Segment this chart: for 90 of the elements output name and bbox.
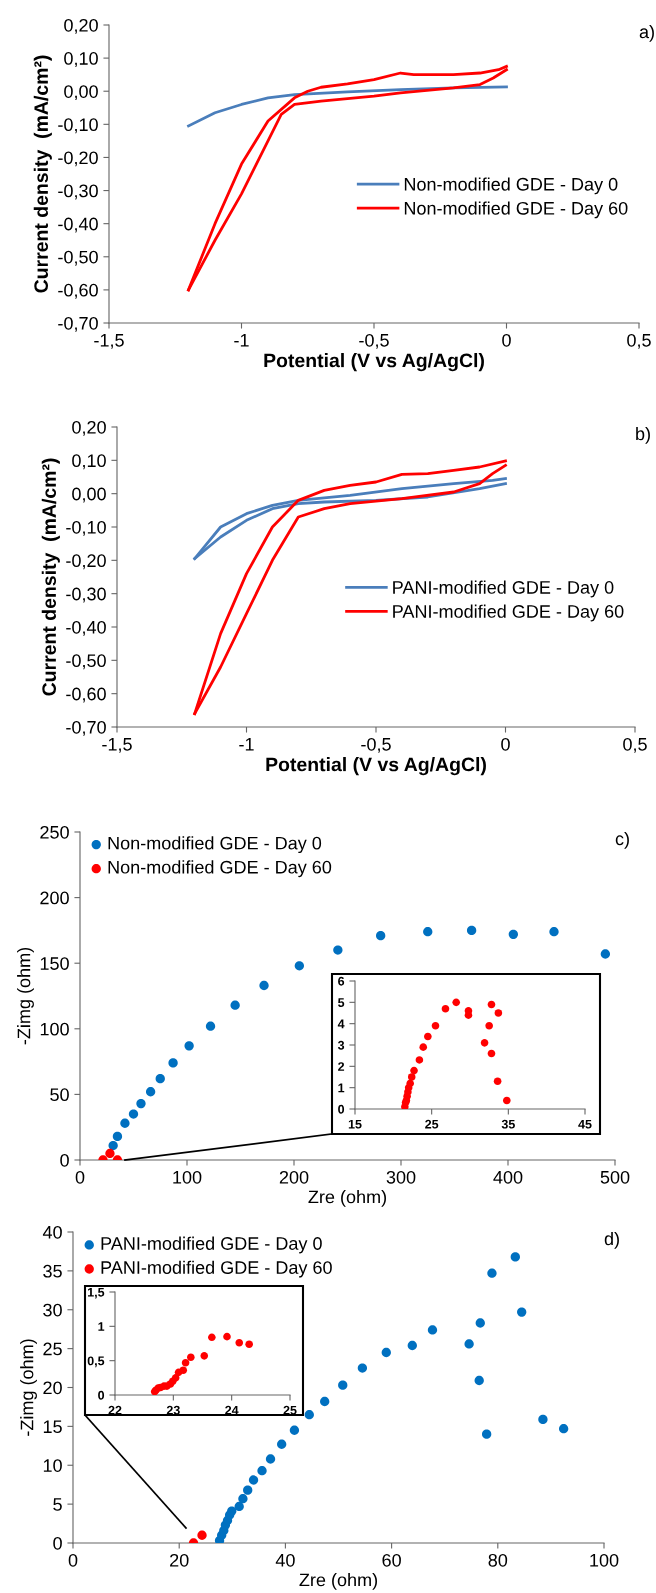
y-tick-label: 1 [338, 1083, 345, 1093]
legend-label: PANI-modified GDE - Day 60 [393, 604, 624, 622]
x-tick-label: -1,5 [94, 334, 124, 349]
y-axis-title: Current density (mA/cm²) [41, 458, 60, 696]
y-tick-label: 0,5 [87, 1356, 105, 1368]
y-axis-title: -Zimg (ohm) [20, 1339, 37, 1436]
text: c) [615, 832, 629, 849]
legend-label: PANI-modified GDE - Day 0 [393, 580, 614, 598]
x-tick-label: 80 [488, 1553, 508, 1567]
x-tick-label: 35 [501, 1119, 515, 1129]
y-tick-label: 0 [98, 1390, 105, 1400]
x-tick-label: 0,5 [623, 737, 647, 753]
y-tick-label: 150 [40, 957, 69, 970]
text: b) [636, 427, 650, 444]
y-tick-label: -0,40 [58, 217, 98, 233]
x-tick-label: 0 [502, 333, 511, 347]
legend-label: Non-modified GDE - Day 60 [404, 201, 628, 219]
x-tick-label: -0,5 [361, 737, 391, 753]
y-tick-label: -0,40 [66, 620, 106, 636]
y-tick-label: -0,50 [66, 654, 106, 670]
y-tick-label: 1 [98, 1322, 105, 1331]
x-axis-title: Zre (ohm) [308, 1190, 387, 1207]
y-tick-label: -0,20 [58, 151, 98, 167]
x-axis-title: Potential (V vs Ag/AgCl) [264, 353, 484, 372]
y-tick-label: 5 [338, 998, 345, 1007]
y-tick-label: 100 [40, 1022, 69, 1036]
y-tick-label: -0,70 [58, 316, 98, 332]
x-tick-label: 100 [590, 1553, 619, 1567]
y-tick-label: 4 [337, 1019, 345, 1029]
y-tick-label: 0,00 [64, 85, 98, 101]
x-tick-label: 0,5 [627, 333, 651, 349]
legend-label: PANI-modified GDE - Day 0 [101, 1236, 322, 1254]
y-axis-title: Current density (mA/cm²) [33, 55, 52, 293]
y-tick-label: -0,20 [66, 554, 106, 570]
y-tick-label: 0,10 [64, 52, 98, 67]
x-tick-label: 20 [170, 1553, 189, 1567]
text: a) [639, 25, 654, 42]
x-tick-label: -1 [234, 334, 249, 347]
y-tick-label: 3 [337, 1040, 345, 1050]
y-tick-label: -0,30 [66, 587, 106, 603]
legend-label: Non-modified GDE - Day 0 [108, 836, 322, 854]
y-tick-label: 200 [40, 891, 69, 905]
x-tick-label: 60 [382, 1553, 401, 1567]
y-tick-label: 6 [338, 976, 345, 986]
y-tick-label: 15 [43, 1420, 62, 1434]
y-tick-label: 5 [53, 1498, 62, 1511]
x-tick-label: 0 [501, 737, 510, 751]
x-tick-label: 200 [279, 1170, 309, 1184]
x-tick-label: -1,5 [102, 738, 132, 753]
y-tick-label: 0,20 [64, 18, 98, 34]
x-tick-label: 40 [275, 1553, 295, 1567]
x-tick-label: 500 [600, 1170, 630, 1184]
y-tick-label: 0,00 [72, 487, 106, 503]
y-tick-label: 35 [43, 1264, 62, 1278]
legend-label: Non-modified GDE - Day 60 [108, 860, 332, 878]
y-tick-label: 0,20 [72, 420, 106, 436]
x-tick-label: 25 [425, 1119, 439, 1129]
y-tick-label: 0,10 [72, 454, 106, 470]
y-tick-label: 2 [338, 1062, 345, 1071]
y-tick-label: -0,10 [66, 520, 106, 536]
y-tick-label: 0 [338, 1104, 345, 1114]
x-axis-title: Zre (ohm) [299, 1573, 378, 1590]
y-tick-label: 0 [60, 1153, 69, 1167]
y-tick-label: 0 [53, 1536, 62, 1550]
y-tick-label: -0,60 [66, 687, 106, 703]
y-tick-label: 50 [50, 1088, 69, 1102]
y-tick-label: -0,60 [58, 283, 98, 299]
y-tick-label: -0,70 [66, 720, 106, 736]
y-tick-label: -0,50 [58, 250, 98, 266]
y-tick-label: 1,5 [88, 1287, 105, 1299]
y-tick-label: 25 [43, 1342, 62, 1356]
x-tick-label: 100 [173, 1170, 202, 1184]
x-tick-label: -1 [239, 738, 254, 751]
y-tick-label: -0,30 [58, 184, 98, 200]
x-tick-label: 400 [493, 1170, 523, 1184]
y-tick-label: 10 [43, 1459, 62, 1472]
legend-label: Non-modified GDE - Day 0 [404, 177, 618, 195]
legend-label: PANI-modified GDE - Day 60 [101, 1260, 332, 1278]
x-tick-label: 15 [348, 1119, 362, 1129]
y-tick-label: 20 [43, 1381, 62, 1395]
x-tick-label: 300 [386, 1170, 416, 1184]
x-tick-label: 45 [578, 1119, 592, 1129]
text: d) [604, 1232, 619, 1249]
y-tick-label: 30 [43, 1303, 62, 1317]
x-tick-label: -0,5 [359, 333, 389, 349]
y-tick-label: -0,10 [58, 118, 98, 134]
y-axis-title: -Zimg (ohm) [17, 947, 34, 1045]
y-tick-label: 40 [42, 1225, 62, 1239]
y-tick-label: 250 [40, 825, 69, 839]
x-axis-title: Potential (V vs Ag/AgCl) [266, 757, 486, 776]
